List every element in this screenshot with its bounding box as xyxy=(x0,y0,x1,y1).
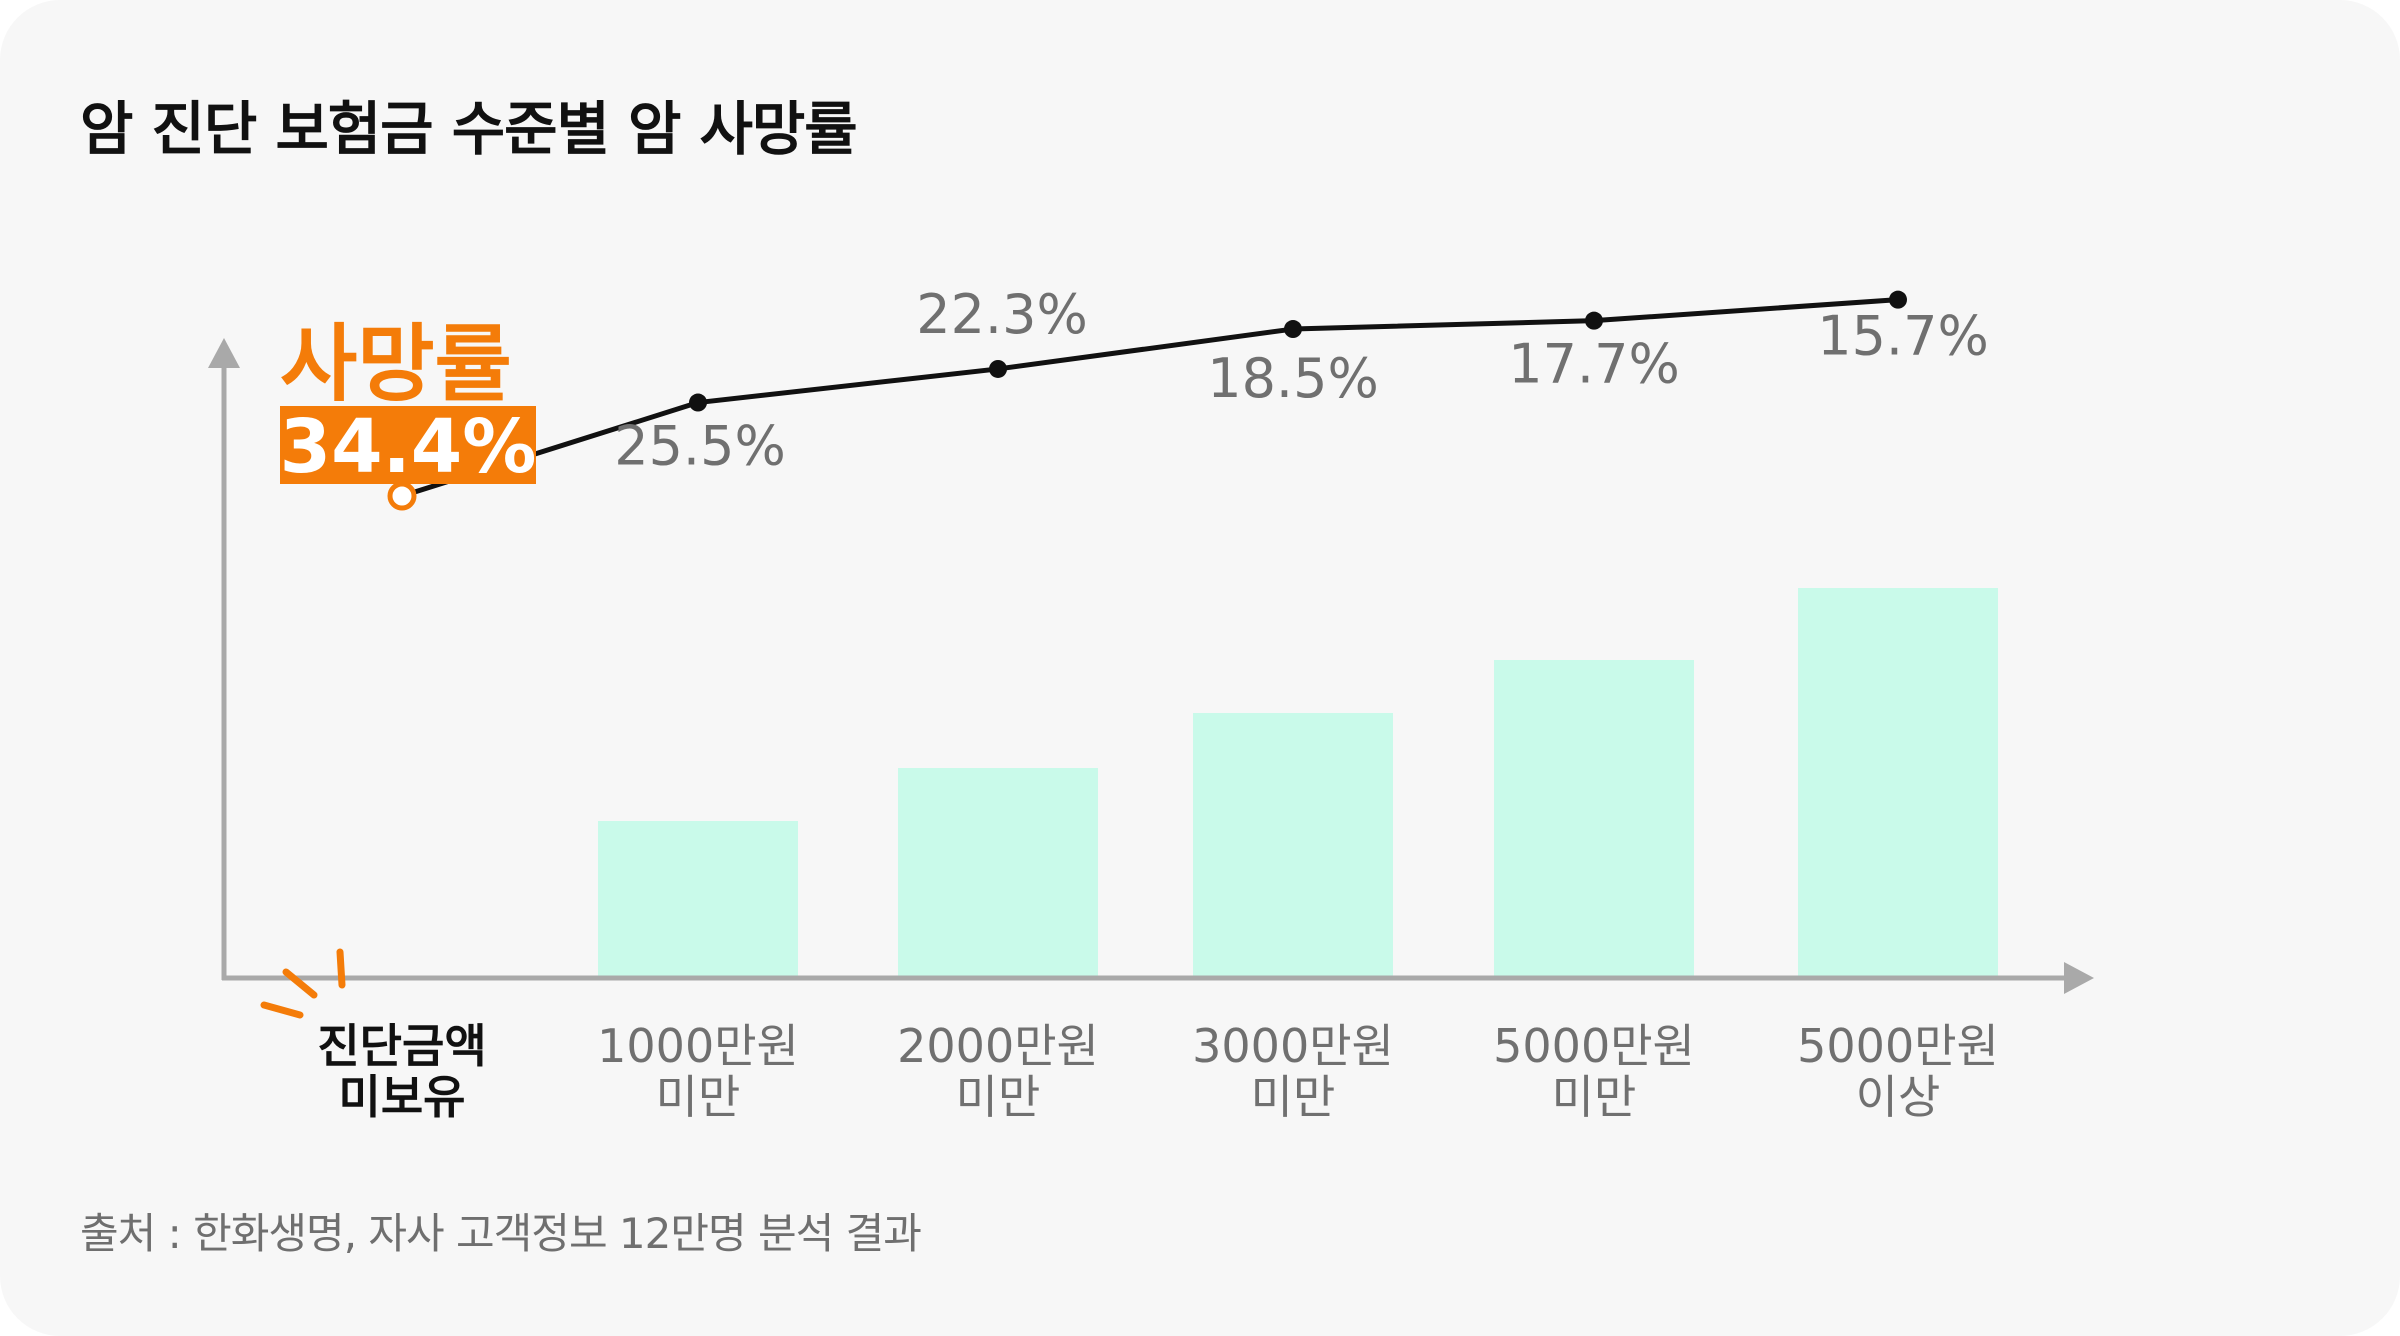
y-axis-arrow xyxy=(208,338,240,368)
point-5 xyxy=(1889,290,1907,309)
data-label-5: 15.7% xyxy=(1817,305,1989,368)
data-label-4: 17.7% xyxy=(1508,333,1680,396)
tick-label-1-1: 미만 xyxy=(656,1070,741,1124)
point-3 xyxy=(1284,320,1302,339)
series-line xyxy=(401,297,1899,499)
source-note: 출처 : 한화생명, 자사 고객정보 12만명 분석 결과 xyxy=(80,1209,922,1258)
tick-label-1-0: 1000만원 xyxy=(597,1019,799,1073)
tick-label-4-0: 5000만원 xyxy=(1493,1019,1695,1073)
tick-label-2-0: 2000만원 xyxy=(897,1019,1099,1073)
bar-1 xyxy=(598,821,798,978)
tick-label-0-1: 미보유 xyxy=(339,1070,466,1124)
emphasis-stroke-0 xyxy=(336,948,346,989)
emphasis-stroke-2 xyxy=(260,1001,304,1019)
chart-title: 암 진단 보험금 수준별 암 사망률 xyxy=(80,95,858,163)
tick-label-3-0: 3000만원 xyxy=(1192,1019,1394,1073)
tick-label-5-1: 이상 xyxy=(1856,1070,1941,1124)
emphasis-stroke-1 xyxy=(282,968,318,999)
data-label-1: 25.5% xyxy=(614,415,786,478)
point-4 xyxy=(1585,311,1603,330)
highlight-value-label: 34.4% xyxy=(280,404,537,490)
highlight-heading: 사망률 xyxy=(280,315,512,413)
tick-label-2-1: 미만 xyxy=(956,1070,1041,1124)
data-label-3: 18.5% xyxy=(1207,347,1379,410)
x-axis-arrow xyxy=(2064,962,2094,994)
tick-label-5-0: 5000만원 xyxy=(1797,1019,1999,1073)
tick-label-3-1: 미만 xyxy=(1251,1070,1336,1124)
point-1 xyxy=(689,393,707,412)
bar-5 xyxy=(1798,588,1998,978)
bar-3 xyxy=(1193,713,1393,978)
bar-4 xyxy=(1494,660,1694,978)
point-2 xyxy=(989,359,1007,378)
tick-label-4-1: 미만 xyxy=(1552,1070,1637,1124)
bar-2 xyxy=(898,768,1098,978)
tick-label-0-0: 진단금액 xyxy=(317,1019,486,1073)
data-label-2: 22.3% xyxy=(916,283,1088,346)
highlight-box xyxy=(280,406,536,484)
